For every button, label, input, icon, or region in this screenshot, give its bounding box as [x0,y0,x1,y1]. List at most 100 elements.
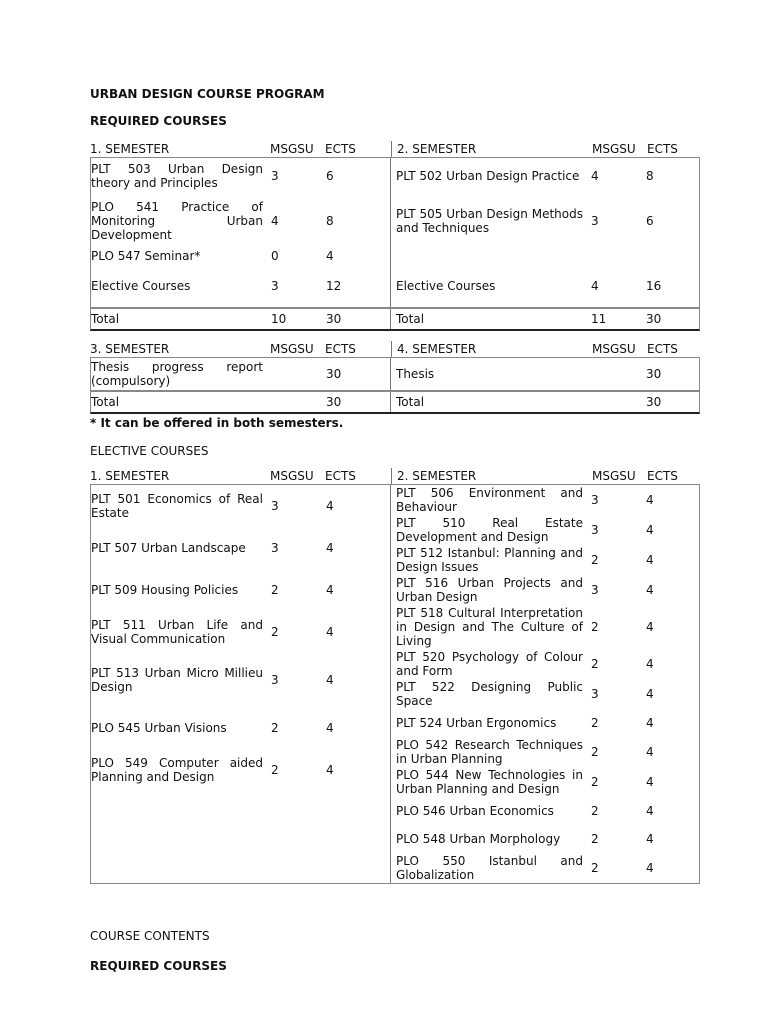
table-row: PLO 550 Istanbul and Globalization 2 4 [396,853,699,883]
msgsu-total: 11 [591,312,607,326]
msgsu-value: 3 [271,673,279,687]
table-row: Thesis progress report (compulsory) 30 [91,358,390,390]
ects-value: 4 [326,763,334,777]
table-header: 1. SEMESTER MSGSU ECTS 2. SEMESTER MSGSU ECTS [90,468,700,484]
semester-label: 4. SEMESTER [397,342,477,356]
table-row: PLT 506 Environment and Behaviour 3 4 [396,485,699,515]
msgsu-value: 2 [591,553,599,567]
table-row: PLO 545 Urban Visions 2 4 [91,707,390,749]
msgsu-value: 4 [591,279,599,293]
table-row: PLO 544 New Technologies in Urban Planni… [396,767,699,797]
ects-header: ECTS [647,469,678,483]
ects-total: 30 [326,395,342,409]
msgsu-header: MSGSU [270,342,314,356]
ects-value: 4 [326,625,334,639]
msgsu-value: 2 [591,745,599,759]
course-name: PLT 502 Urban Design Practice [396,169,580,183]
msgsu-value: 2 [591,716,599,730]
ects-header: ECTS [325,469,356,483]
course-name: PLO 541 Practice of Monitoring Urban Dev… [91,199,263,242]
table-row: PLO 547 Seminar* 0 4 [91,247,390,265]
table-row: PLT 512 Istanbul: Planning and Design Is… [396,545,699,575]
elective-courses-heading: ELECTIVE COURSES [90,444,209,458]
required-semester-1-2-table: 1. SEMESTER MSGSU ECTS 2. SEMESTER MSGSU ECTS… [90,141,700,331]
total-row: Total 10 30 Total 11 30 [90,308,700,331]
ects-total: 30 [646,312,662,326]
ects-value: 4 [646,493,654,507]
course-name: Elective Courses [396,279,496,293]
msgsu-value: 4 [591,169,599,183]
ects-value: 4 [646,553,654,567]
footnote: * It can be offered in both semesters. [90,416,344,430]
course-name: PLT 510 Real Estate Development and Desi… [396,516,583,544]
msgsu-total [583,392,646,412]
table-row: PLO 548 Urban Morphology 2 4 [396,825,699,853]
ects-value: 4 [646,687,654,701]
course-name: PLT 516 Urban Projects and Urban Design [396,576,583,604]
ects-value: 4 [646,775,654,789]
table-row: PLO 542 Research Techniques in Urban Pla… [396,737,699,767]
msgsu-value: 3 [591,493,599,507]
table-row [396,247,699,265]
table-row: PLT 520 Psychology of Colour and Form 2 4 [396,649,699,679]
msgsu-value: 4 [271,213,279,228]
ects-value: 4 [646,523,654,537]
ects-value: 6 [326,169,334,183]
course-name: PLT 520 Psychology of Colour and Form [396,650,583,678]
ects-header: ECTS [647,342,678,356]
msgsu-value: 2 [271,625,279,639]
msgsu-value: 2 [591,775,599,789]
ects-header: ECTS [325,342,356,356]
table-row: PLT 511 Urban Life and Visual Communicat… [91,611,390,653]
ects-value: 4 [326,673,334,687]
ects-value: 30 [326,367,342,381]
msgsu-total: 10 [271,312,287,326]
total-label: Total [396,312,425,326]
table-header: 1. SEMESTER MSGSU ECTS 2. SEMESTER MSGSU ECTS [90,141,700,157]
course-name: PLT 513 Urban Micro Millieu Design [91,666,263,694]
msgsu-value: 2 [591,620,599,634]
ects-value: 4 [646,583,654,597]
msgsu-header: MSGSU [592,142,636,156]
document-page: URBAN DESIGN COURSE PROGRAM REQUIRED COU… [90,87,700,973]
table-row: PLT 502 Urban Design Practice 4 8 [396,158,699,194]
elective-courses-table: 1. SEMESTER MSGSU ECTS 2. SEMESTER MSGSU ECTS… [90,468,700,884]
semester-label: 1. SEMESTER [90,142,170,156]
ects-value: 4 [326,499,334,513]
table-row: Elective Courses 4 16 [396,265,699,307]
course-name: PLO 542 Research Techniques in Urban Pla… [396,738,583,766]
table-body: PLT 501 Economics of Real Estate 3 4 PLT 50… [90,484,700,884]
total-row: Total 30 Total 30 [90,391,700,414]
total-label: Total [91,395,120,409]
required-semester-3-4-table: 3. SEMESTER MSGSU ECTS 4. SEMESTER MSGSU ECTS… [90,341,700,414]
ects-header: ECTS [325,142,356,156]
table-row: PLT 510 Real Estate Development and Desi… [396,515,699,545]
table-header: 3. SEMESTER MSGSU ECTS 4. SEMESTER MSGSU ECTS [90,341,700,357]
table-row: PLT 524 Urban Ergonomics 2 4 [396,709,699,737]
total-label: Total [396,395,425,409]
course-name: PLO 547 Seminar* [91,249,201,263]
course-name: PLT 505 Urban Design Methods and Techniq… [396,206,583,235]
msgsu-value: 3 [591,583,599,597]
course-name: PLT 506 Environment and Behaviour [396,486,583,514]
course-name: Thesis [396,367,435,381]
document-title: URBAN DESIGN COURSE PROGRAM [90,87,325,101]
msgsu-value: 3 [591,523,599,537]
table-row: PLT 522 Designing Public Space 3 4 [396,679,699,709]
table-row: PLT 513 Urban Micro Millieu Design 3 4 [91,653,390,707]
course-name: PLT 507 Urban Landscape [91,541,246,555]
msgsu-value: 2 [591,804,599,818]
table-row: Thesis 30 [396,358,699,390]
course-name: PLT 518 Cultural Interpretation in Desig… [396,606,583,648]
table-row: PLO 549 Computer aided Planning and Desi… [91,749,390,791]
msgsu-value: 3 [271,541,279,555]
ects-value: 6 [646,213,654,228]
table-row: PLT 516 Urban Projects and Urban Design 3… [396,575,699,605]
table-row: PLO 546 Urban Economics 2 4 [396,797,699,825]
table-row: PLT 509 Housing Policies 2 4 [91,569,390,611]
msgsu-value: 0 [271,249,279,263]
course-name: PLT 509 Housing Policies [91,583,239,597]
table-row: PLT 507 Urban Landscape 3 4 [91,527,390,569]
msgsu-value: 3 [591,213,599,228]
ects-value: 30 [646,367,662,381]
